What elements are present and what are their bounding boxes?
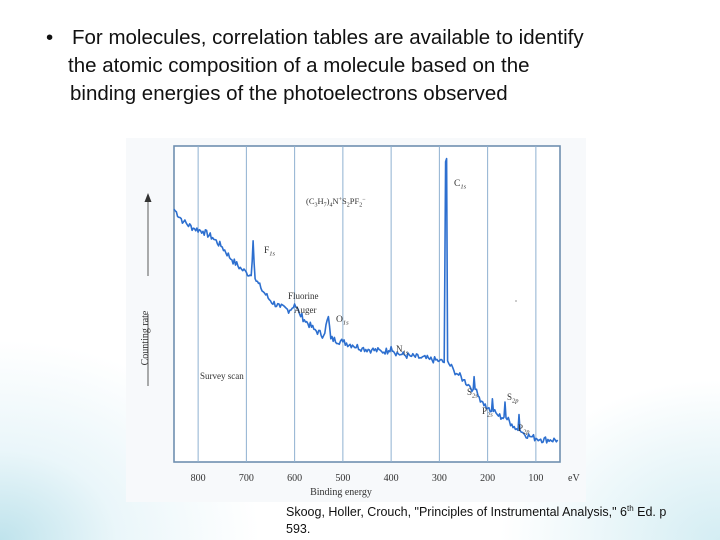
spectrum-line	[173, 157, 559, 444]
x-tick-label-300: 300	[432, 473, 447, 484]
peak-label-auger: Auger	[294, 305, 317, 315]
x-tick-label-500: 500	[335, 473, 350, 484]
peak-label-s2s: S2s	[467, 387, 478, 400]
xps-spectrum-figure: 800 700 600 500 400 300 200 100 Binding energy …	[126, 138, 586, 502]
x-tick-label-400: 400	[384, 473, 399, 484]
plot-frame	[173, 145, 561, 463]
x-tick-label-200: 200	[480, 473, 495, 484]
peak-label-p2s: P2s	[482, 406, 493, 419]
bullet-text: For molecules, correlation tables are av…	[68, 24, 692, 108]
bullet-line-2: the atomic composition of a molecule bas…	[68, 54, 530, 77]
x-tick-label-100: 100	[528, 473, 543, 484]
citation-line-1: Skoog, Holler, Crouch, "Principles of In…	[286, 503, 667, 519]
bullet-line-3: binding energies of the photoelectrons o…	[70, 82, 508, 105]
bullet-dot: •	[46, 26, 54, 49]
peak-label-c1s: C1s	[454, 179, 467, 191]
peak-label-o1s: O1s	[336, 315, 349, 327]
y-axis-label: Counting rate	[140, 310, 151, 365]
peak-label-s2p: S2p	[507, 392, 519, 405]
xps-spectrum-chart: 800 700 600 500 400 300 200 100 Binding energy …	[126, 138, 586, 502]
x-axis-label: Binding energy	[310, 487, 372, 498]
citation-line-2: 593.	[286, 522, 311, 536]
peak-label-fluorine: Fluorine	[288, 291, 319, 301]
peak-label-f1s: F1s	[264, 246, 276, 258]
compound-formula-label: (C3H7)4N+S2PF2−	[306, 196, 366, 209]
citation: Skoog, Holler, Crouch, "Principles of In…	[286, 504, 720, 538]
peak-label-p2p: P2p	[518, 423, 530, 436]
bullet-line-1: For molecules, correlation tables are av…	[72, 26, 584, 49]
survey-scan-label: Survey scan	[200, 371, 244, 381]
x-tick-label-800: 800	[191, 473, 206, 484]
x-tick-label-700: 700	[239, 473, 254, 484]
y-axis-arrowhead	[144, 193, 152, 202]
peak-label-n1s: N1s	[396, 344, 409, 357]
x-tick-label-600: 600	[287, 473, 302, 484]
x-tick-labels: 800 700 600 500 400 300 200 100	[191, 473, 544, 484]
x-axis-unit: eV	[568, 473, 580, 484]
